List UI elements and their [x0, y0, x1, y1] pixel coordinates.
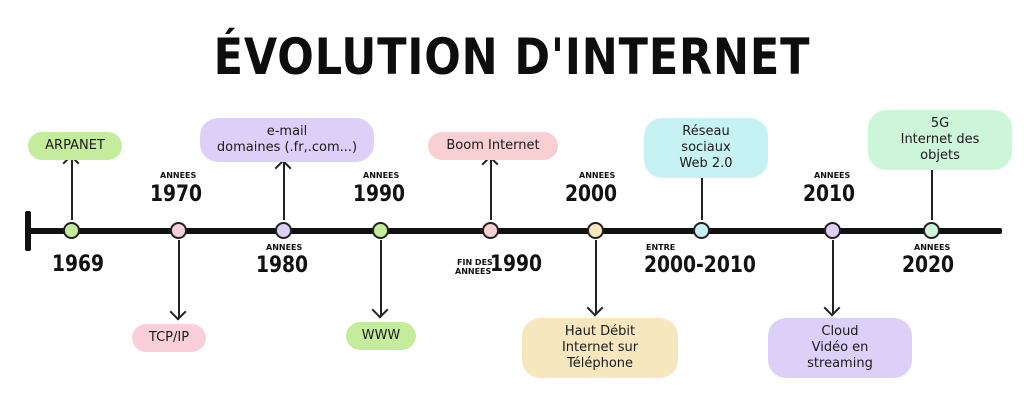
event-5g: 5G Internet des objets — [868, 110, 1012, 170]
annees-1980: ANNEES — [266, 243, 303, 252]
event-reseaux-line1: Réseau sociaux — [681, 124, 731, 155]
event-haut-debit: Haut Débit Internet sur Téléphone — [522, 318, 678, 378]
arrow-down-2010 — [832, 240, 834, 314]
event-tcpip: TCP/IP — [132, 324, 206, 352]
arrow-down-2000 — [595, 240, 597, 314]
event-www: WWW — [346, 322, 416, 350]
arrow-up-2000-2010 — [701, 158, 703, 220]
dot-1990 — [372, 222, 389, 239]
event-arpanet-label: ARPANET — [45, 138, 105, 153]
timeline-start-cap — [25, 211, 31, 251]
year-1970: 1970 — [150, 182, 203, 207]
event-tcpip-label: TCP/IP — [148, 330, 190, 345]
event-cloud: Cloud Vidéo en streaming — [768, 318, 912, 378]
event-www-label: WWW — [361, 328, 401, 343]
arrow-up-2020 — [931, 157, 933, 220]
year-2000-2010: 2000-2010 — [644, 253, 756, 278]
dot-1969 — [63, 222, 80, 239]
event-reseaux: Réseau sociaux Web 2.0 — [644, 118, 768, 178]
dot-1980 — [275, 222, 292, 239]
year-2010: 2010 — [803, 182, 856, 207]
arrow-down-1970 — [178, 240, 180, 318]
event-boom-label: Boom Internet — [446, 138, 540, 153]
event-email-line1: e-mail — [266, 124, 308, 139]
annees-1970: ANNEES — [160, 171, 197, 180]
fin-des-line1: FIN DES — [457, 258, 493, 267]
event-cloud-line1: Cloud — [821, 324, 859, 339]
event-5g-line2: Internet des objets — [900, 132, 980, 163]
page-title: ÉVOLUTION D'INTERNET — [213, 28, 811, 86]
dot-2000-2010 — [693, 222, 710, 239]
arrow-down-1990 — [380, 240, 382, 316]
annees-2000: ANNEES — [579, 171, 616, 180]
year-1990: 1990 — [353, 182, 406, 207]
year-2000: 2000 — [565, 182, 618, 207]
arrow-up-late-1990 — [490, 158, 492, 220]
annees-2020: ANNEES — [914, 243, 951, 252]
annees-2010: ANNEES — [814, 171, 851, 180]
event-email-line2: domaines (.fr,.com...) — [216, 140, 358, 155]
year-late-1990: 1990 — [490, 252, 543, 277]
arrow-up-1980 — [283, 162, 285, 220]
event-boom: Boom Internet — [428, 132, 558, 160]
arrow-up-1969 — [71, 157, 73, 220]
dot-1970 — [170, 222, 187, 239]
dot-late-1990 — [482, 222, 499, 239]
timeline-axis — [27, 228, 1002, 234]
dot-2010 — [824, 222, 841, 239]
year-1980: 1980 — [256, 253, 309, 278]
event-cloud-line2: Vidéo en streaming — [807, 340, 873, 371]
year-2020: 2020 — [902, 253, 955, 278]
event-haut-debit-line1: Haut Débit — [564, 324, 636, 339]
dot-2020 — [923, 222, 940, 239]
event-email: e-mail domaines (.fr,.com...) — [200, 118, 374, 162]
entre-label: ENTRE — [646, 243, 676, 252]
event-arpanet: ARPANET — [28, 132, 122, 160]
fin-des-line2: ANNEES — [455, 267, 492, 276]
dot-2000 — [587, 222, 604, 239]
event-reseaux-line2: Web 2.0 — [679, 156, 733, 171]
annees-1990: ANNEES — [363, 171, 400, 180]
year-1969: 1969 — [52, 252, 105, 277]
event-haut-debit-line2: Internet sur Téléphone — [561, 340, 639, 371]
event-5g-line1: 5G — [930, 116, 950, 131]
